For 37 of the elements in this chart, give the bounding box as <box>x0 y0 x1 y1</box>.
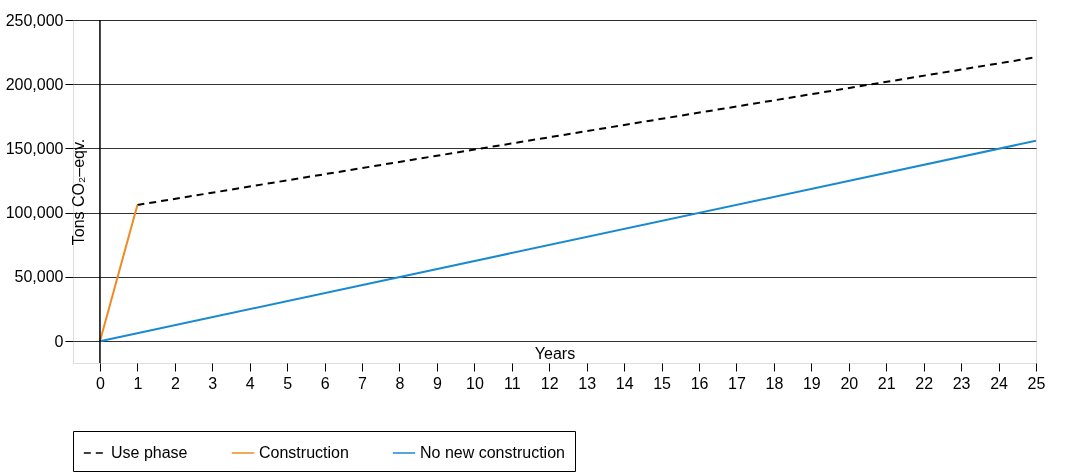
x-tick-label: 24 <box>990 374 1009 392</box>
y-axis-title: Tons CO₂–eqv. <box>69 138 87 246</box>
x-tick-label: 14 <box>615 374 634 392</box>
x-tick-label: 0 <box>96 374 105 392</box>
x-tick-label: 13 <box>578 374 597 392</box>
x-tick-label: 4 <box>245 374 255 392</box>
y-tick-label: 150,000 <box>5 139 64 157</box>
x-tick-label: 8 <box>395 374 405 392</box>
x-axis-title: Years <box>534 344 576 362</box>
x-tick-label: 17 <box>728 374 746 392</box>
x-tick-label: 18 <box>765 374 784 392</box>
x-tick-label: 11 <box>504 374 521 392</box>
x-tick-label: 12 <box>540 374 559 392</box>
y-tick-label: 0 <box>54 332 64 350</box>
x-tick-label: 2 <box>170 374 180 392</box>
x-tick-label: 19 <box>802 374 821 392</box>
legend-label: Construction <box>259 444 349 461</box>
x-tick-label: 23 <box>952 374 971 392</box>
legend-label: Use phase <box>111 444 188 461</box>
x-tick-label: 15 <box>653 374 672 392</box>
x-tick-label: 25 <box>1027 374 1046 392</box>
y-tick-label: 50,000 <box>14 268 64 286</box>
x-tick-label: 21 <box>877 374 896 392</box>
x-tick-label: 10 <box>465 374 484 392</box>
y-tick-label: 100,000 <box>5 204 64 222</box>
x-tick-label: 22 <box>915 374 934 392</box>
x-tick-label: 16 <box>690 374 709 392</box>
x-tick-label: 1 <box>133 374 143 392</box>
x-tick-label: 7 <box>358 374 368 392</box>
x-tick-label: 20 <box>840 374 859 392</box>
x-tick-label: 5 <box>283 374 293 392</box>
x-tick-label: 6 <box>320 374 330 392</box>
legend-label: No new construction <box>420 444 565 461</box>
y-tick-label: 250,000 <box>5 11 64 29</box>
y-tick-label: 200,000 <box>5 75 64 93</box>
x-tick-label: 3 <box>208 374 218 392</box>
x-tick-label: 9 <box>432 374 442 392</box>
